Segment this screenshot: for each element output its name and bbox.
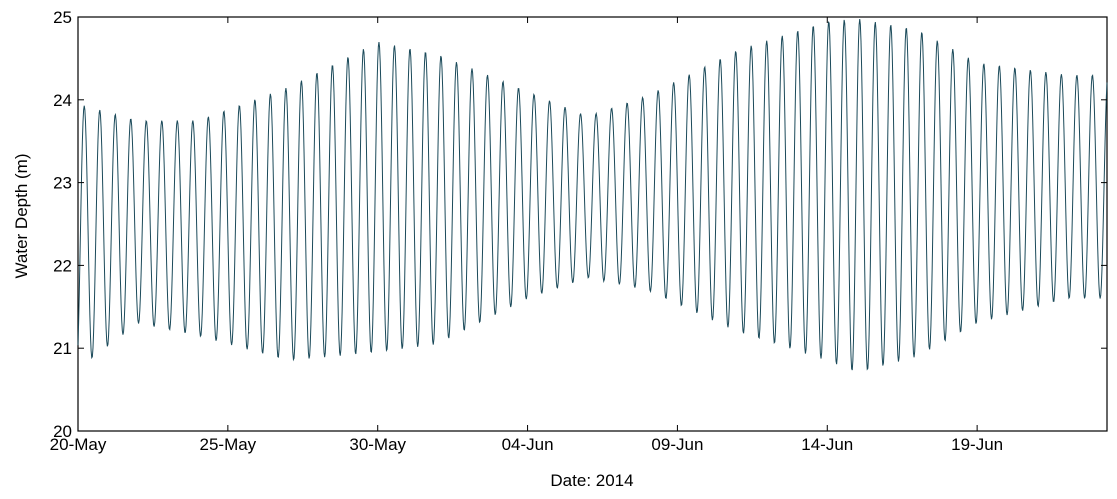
x-tick-label: 19-Jun [951,435,1003,454]
x-tick-label: 09-Jun [651,435,703,454]
x-axis-label: Date: 2014 [550,471,633,490]
x-tick-label: 30-May [349,435,406,454]
x-tick-label: 04-Jun [502,435,554,454]
plot-frame [77,16,1108,432]
plot-area [77,16,1108,432]
y-tick-label: 23 [53,174,72,193]
x-tick-label: 14-Jun [801,435,853,454]
axes-layer: 20 21 22 23 24 25 20-May 25-May 30-May 04-Jun 09-J… [50,8,1107,454]
series-line-water-depth [77,19,1108,371]
y-axis-label: Water Depth (m) [12,153,31,278]
x-tick-label: 25-May [200,435,257,454]
y-tick-label: 24 [53,91,72,110]
y-tick-label: 22 [53,256,72,275]
x-tick-label: 20-May [50,435,107,454]
y-tick-label: 25 [53,8,72,27]
series-layer [77,19,1108,371]
y-tick-label: 20 [53,422,72,441]
y-tick-label: 21 [53,339,72,358]
